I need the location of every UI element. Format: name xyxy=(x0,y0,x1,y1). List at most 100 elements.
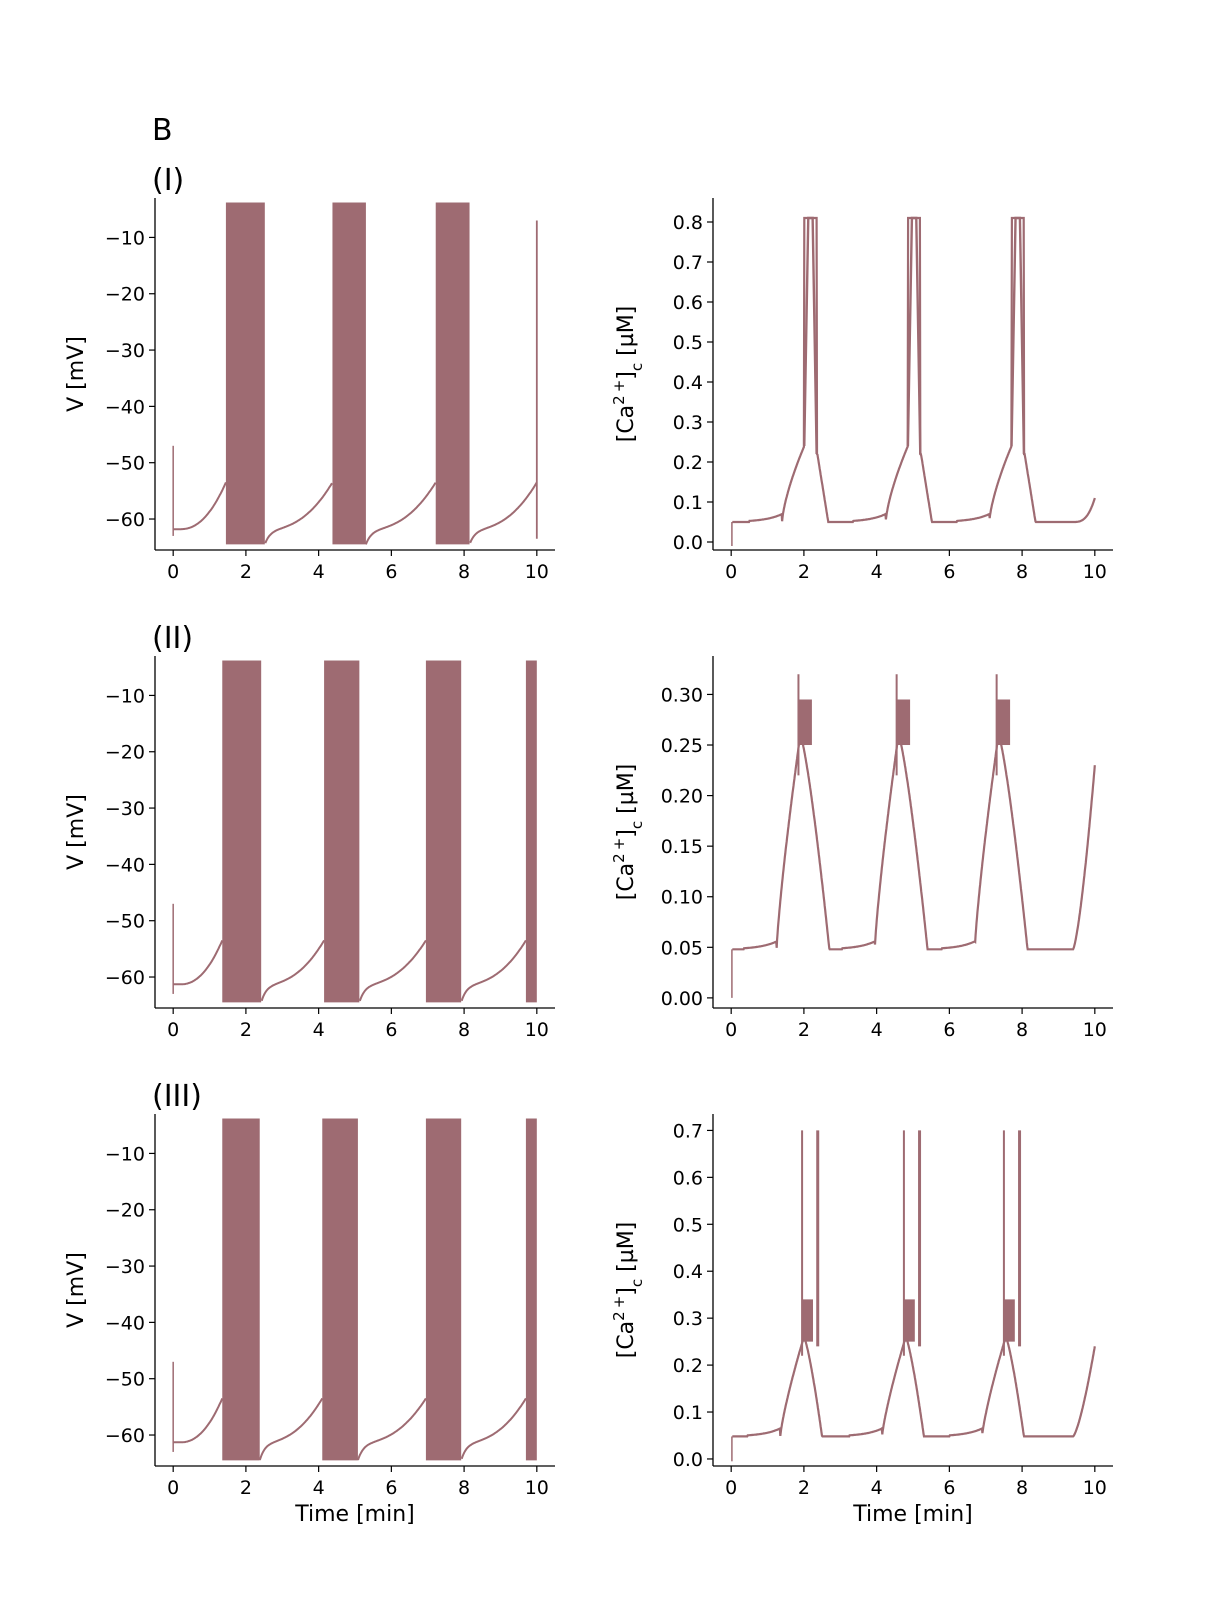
x-tick-label: 0 xyxy=(167,1477,179,1499)
y-tick-label: 0.3 xyxy=(673,412,703,434)
burst-band xyxy=(225,202,265,545)
y-axis-label: V [mV] xyxy=(64,794,89,870)
y-tick-label: 0.1 xyxy=(673,492,703,514)
burst-band xyxy=(525,660,537,1003)
y-tick-label: −40 xyxy=(105,854,145,876)
burst-band xyxy=(324,660,360,1003)
x-axis-label: Time [min] xyxy=(294,1502,415,1527)
voltage-trace xyxy=(173,1397,527,1461)
x-tick-label: 6 xyxy=(943,1019,955,1041)
x-tick-label: 10 xyxy=(525,1477,549,1499)
calcium-trace xyxy=(732,216,1096,524)
y-tick-label: −10 xyxy=(105,685,145,707)
y-tick-label: 0.3 xyxy=(673,1308,703,1330)
calcium-trace xyxy=(732,1334,1096,1438)
calcium-peak xyxy=(1010,216,1026,455)
y-tick-label: 0.0 xyxy=(673,1449,703,1471)
x-tick-label: 2 xyxy=(240,561,252,583)
x-tick-label: 0 xyxy=(725,1477,737,1499)
x-tick-label: 6 xyxy=(385,1019,397,1041)
y-axis-label: [Ca2 +]c [µM] xyxy=(610,1222,646,1359)
x-tick-label: 0 xyxy=(167,1019,179,1041)
y-tick-label: −50 xyxy=(105,1369,145,1391)
row-label-2: (II) xyxy=(152,621,193,656)
y-tick-label: −10 xyxy=(105,227,145,249)
burst-band xyxy=(525,1118,537,1461)
y-tick-label: −50 xyxy=(105,453,145,475)
y-tick-label: −40 xyxy=(105,396,145,418)
y-axis-label: [Ca2 +]c [µM] xyxy=(610,306,646,443)
y-tick-label: 0.25 xyxy=(661,735,703,757)
x-tick-label: 2 xyxy=(798,561,810,583)
burst-band xyxy=(322,1118,358,1461)
calcium-plateau xyxy=(1003,1299,1015,1342)
y-tick-label: −30 xyxy=(105,798,145,820)
y-tick-label: 0.8 xyxy=(673,212,703,234)
x-tick-label: 8 xyxy=(1016,1019,1028,1041)
y-tick-label: −60 xyxy=(105,1425,145,1447)
y-tick-label: −50 xyxy=(105,911,145,933)
burst-band xyxy=(425,660,462,1003)
panel-label: B xyxy=(152,113,173,148)
y-axis-label: V [mV] xyxy=(64,1252,89,1328)
y-tick-label: 0.20 xyxy=(661,786,703,808)
y-tick-label: 0.6 xyxy=(673,292,703,314)
burst-band xyxy=(222,1118,260,1461)
plots-group: 0 2 4 6 8 10 −60 −50 −40 −30 −20 −10 V [mV] 0 2 4 6 8 10 0.… xyxy=(64,198,1113,1527)
y-tick-label: 0.00 xyxy=(661,988,703,1010)
x-tick-label: 10 xyxy=(525,561,549,583)
x-tick-label: 6 xyxy=(385,561,397,583)
x-tick-label: 4 xyxy=(871,561,883,583)
calcium-plot: 0 2 4 6 8 10 0.00 0.05 0.10 0.15 0.20 0.25 0.30 [Ca2 … xyxy=(610,656,1113,1041)
x-tick-label: 8 xyxy=(1016,1477,1028,1499)
y-tick-label: 0.05 xyxy=(661,937,703,959)
calcium-peak xyxy=(906,216,922,455)
x-tick-label: 6 xyxy=(943,1477,955,1499)
y-tick-label: 0.5 xyxy=(673,332,703,354)
row-label-1: (I) xyxy=(152,163,184,198)
y-tick-label: 0.1 xyxy=(673,1402,703,1424)
y-tick-label: −20 xyxy=(105,1200,145,1222)
x-tick-label: 10 xyxy=(1083,1477,1107,1499)
x-tick-label: 8 xyxy=(458,561,470,583)
x-tick-label: 8 xyxy=(1016,561,1028,583)
x-tick-label: 6 xyxy=(943,561,955,583)
burst-band xyxy=(435,202,470,545)
x-tick-label: 10 xyxy=(1083,561,1107,583)
calcium-plateau xyxy=(802,1299,813,1342)
x-tick-label: 4 xyxy=(313,1019,325,1041)
y-tick-label: −40 xyxy=(105,1312,145,1334)
y-tick-label: 0.2 xyxy=(673,452,703,474)
voltage-plot: 0 2 4 6 8 10 −60 −50 −40 −30 −20 −10 V [mV] xyxy=(64,198,555,583)
calcium-plot: 0 2 4 6 8 10 0.0 0.1 0.2 0.3 0.4 0.5 0.6 0.7 0.8 [Ca2 +… xyxy=(610,198,1113,583)
x-tick-label: 0 xyxy=(167,561,179,583)
x-tick-label: 10 xyxy=(525,1019,549,1041)
y-tick-label: −60 xyxy=(105,967,145,989)
x-tick-label: 2 xyxy=(240,1477,252,1499)
y-tick-label: 0.15 xyxy=(661,836,703,858)
y-tick-label: 0.0 xyxy=(673,532,703,554)
calcium-plot: 0 2 4 6 8 10 0.0 0.1 0.2 0.3 0.4 0.5 0.6 0.7 [Ca2 +]c … xyxy=(610,1114,1113,1527)
calcium-plateau xyxy=(896,699,911,746)
x-tick-label: 2 xyxy=(240,1019,252,1041)
y-tick-label: −20 xyxy=(105,742,145,764)
voltage-plot: 0 2 4 6 8 10 −60 −50 −40 −30 −20 −10 V [mV] xyxy=(64,656,555,1041)
x-tick-label: 4 xyxy=(313,561,325,583)
y-tick-label: 0.5 xyxy=(673,1214,703,1236)
y-tick-label: −30 xyxy=(105,340,145,362)
voltage-plot: 0 2 4 6 8 10 −60 −50 −40 −30 −20 −10 V [mV] Time [min… xyxy=(64,1114,555,1527)
x-tick-label: 8 xyxy=(458,1477,470,1499)
y-tick-label: −30 xyxy=(105,1256,145,1278)
x-axis-label: Time [min] xyxy=(852,1502,973,1527)
burst-band xyxy=(222,660,262,1003)
y-tick-label: 0.4 xyxy=(673,372,703,394)
voltage-trace xyxy=(173,481,538,545)
x-tick-label: 0 xyxy=(725,561,737,583)
y-tick-label: 0.4 xyxy=(673,1261,703,1283)
x-tick-label: 8 xyxy=(458,1019,470,1041)
x-tick-label: 2 xyxy=(798,1477,810,1499)
y-tick-label: 0.10 xyxy=(661,887,703,909)
x-tick-label: 0 xyxy=(725,1019,737,1041)
y-tick-label: 0.7 xyxy=(673,1120,703,1142)
